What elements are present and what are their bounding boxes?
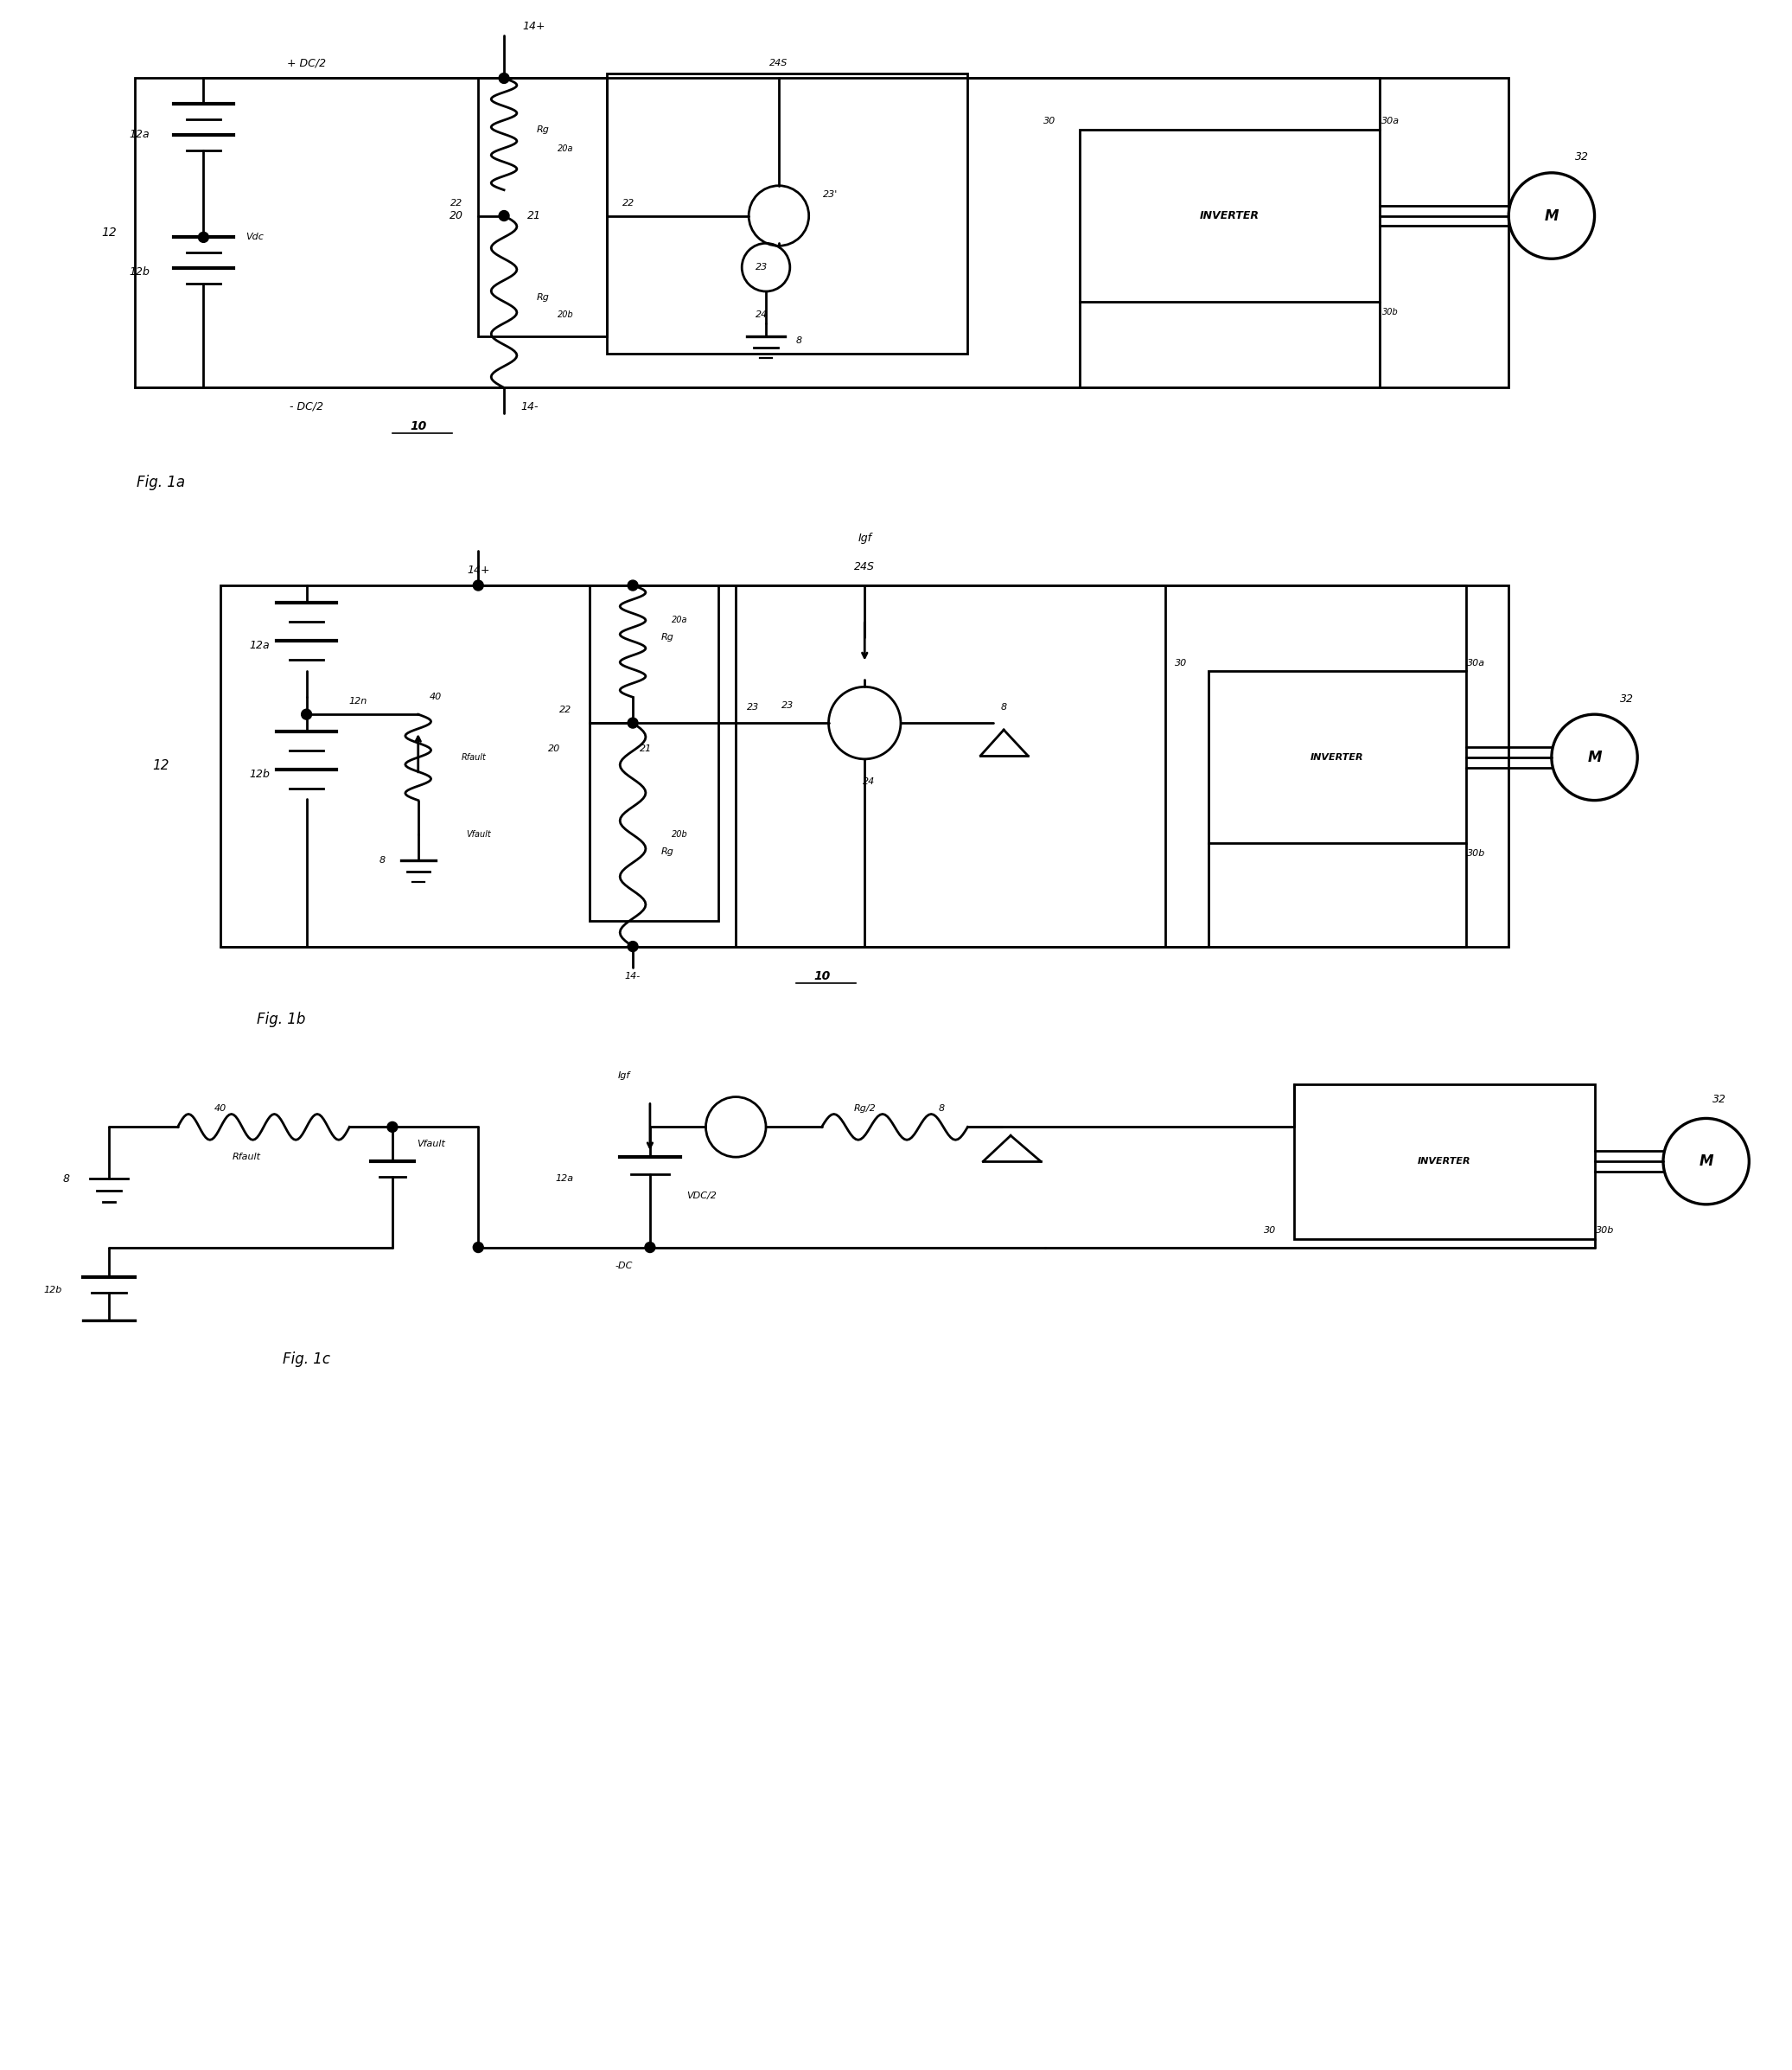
Text: 32: 32 xyxy=(1711,1093,1726,1105)
Text: Vfault: Vfault xyxy=(466,830,491,838)
Text: - DC/2: - DC/2 xyxy=(290,402,323,412)
Text: 8: 8 xyxy=(796,335,801,346)
Text: Rg: Rg xyxy=(536,294,548,302)
Text: 30b: 30b xyxy=(1382,308,1398,317)
Text: Vdc: Vdc xyxy=(246,234,263,242)
Text: 12a: 12a xyxy=(249,640,269,652)
Text: 12b: 12b xyxy=(249,768,269,780)
Text: 23': 23' xyxy=(823,190,839,199)
Text: 30: 30 xyxy=(1263,1225,1276,1234)
Text: 24: 24 xyxy=(862,776,874,787)
Text: Fig. 1a: Fig. 1a xyxy=(136,474,185,491)
Text: 22: 22 xyxy=(559,706,572,714)
Text: 21: 21 xyxy=(640,745,652,753)
Text: Rg: Rg xyxy=(661,633,674,642)
Text: 14+: 14+ xyxy=(466,565,489,575)
Circle shape xyxy=(627,580,638,590)
Text: 12b: 12b xyxy=(45,1285,63,1294)
Text: VDC/2: VDC/2 xyxy=(686,1192,717,1201)
Text: 22: 22 xyxy=(450,199,462,207)
Text: 23: 23 xyxy=(781,702,794,710)
Text: -DC: -DC xyxy=(615,1263,633,1271)
Text: 20a: 20a xyxy=(557,145,573,153)
Text: 22: 22 xyxy=(622,199,634,207)
Text: Rg/2: Rg/2 xyxy=(853,1103,876,1112)
Text: 10: 10 xyxy=(410,420,426,433)
Text: Vfault: Vfault xyxy=(418,1141,444,1149)
Text: INVERTER: INVERTER xyxy=(1310,753,1364,762)
Text: 20b: 20b xyxy=(672,830,688,838)
Text: 14+: 14+ xyxy=(523,21,545,33)
Text: 30: 30 xyxy=(1174,658,1186,667)
Text: Rg: Rg xyxy=(661,847,674,857)
Text: Rfault: Rfault xyxy=(233,1153,260,1161)
Bar xyxy=(1079,130,1380,302)
Text: Igf: Igf xyxy=(858,532,871,544)
Text: 8: 8 xyxy=(939,1103,944,1112)
Circle shape xyxy=(301,710,312,720)
Text: 20b: 20b xyxy=(557,310,573,319)
Text: 12a: 12a xyxy=(556,1174,573,1182)
Text: 12: 12 xyxy=(152,760,168,772)
Circle shape xyxy=(498,211,509,221)
Bar xyxy=(134,79,1509,387)
Text: Rg: Rg xyxy=(536,126,548,135)
Text: Fig. 1b: Fig. 1b xyxy=(256,1012,305,1027)
Text: 30b: 30b xyxy=(1468,849,1486,857)
Text: Igf: Igf xyxy=(618,1070,631,1081)
Text: M: M xyxy=(1588,749,1602,766)
Text: INVERTER: INVERTER xyxy=(1201,211,1260,221)
Text: + DC/2: + DC/2 xyxy=(287,58,326,68)
Text: 12: 12 xyxy=(102,228,116,238)
Bar xyxy=(220,586,1509,946)
Text: 14-: 14- xyxy=(521,402,539,412)
Text: M: M xyxy=(1545,207,1559,224)
Circle shape xyxy=(627,718,638,729)
Text: 23: 23 xyxy=(747,704,760,712)
Text: 30: 30 xyxy=(1043,116,1055,126)
Text: 20a: 20a xyxy=(672,615,688,625)
Circle shape xyxy=(473,580,484,590)
Text: INVERTER: INVERTER xyxy=(1417,1157,1471,1165)
Text: 40: 40 xyxy=(215,1103,228,1112)
Text: 8: 8 xyxy=(380,857,385,865)
Text: Fig. 1c: Fig. 1c xyxy=(283,1352,330,1366)
Bar xyxy=(737,586,1165,946)
Text: 14-: 14- xyxy=(625,973,642,981)
Text: 24: 24 xyxy=(756,310,767,319)
Circle shape xyxy=(387,1122,398,1132)
Text: 30b: 30b xyxy=(1595,1225,1615,1234)
Bar xyxy=(1294,1085,1595,1238)
Text: 30a: 30a xyxy=(1468,658,1486,667)
Text: 24S: 24S xyxy=(855,561,874,571)
Text: 8: 8 xyxy=(1000,704,1007,712)
Text: 23: 23 xyxy=(756,263,767,271)
Bar xyxy=(1208,671,1466,842)
Text: 12n: 12n xyxy=(349,698,367,706)
Bar xyxy=(607,75,968,354)
Text: M: M xyxy=(1699,1153,1713,1170)
Text: 21: 21 xyxy=(527,211,541,221)
Text: 24S: 24S xyxy=(769,58,788,66)
Circle shape xyxy=(199,232,208,242)
Bar xyxy=(590,586,719,921)
Text: 12a: 12a xyxy=(129,128,149,139)
Text: 32: 32 xyxy=(1620,693,1634,704)
Text: 12b: 12b xyxy=(129,267,149,277)
Text: 32: 32 xyxy=(1575,151,1588,164)
Text: 20: 20 xyxy=(450,211,464,221)
Text: 30a: 30a xyxy=(1382,116,1400,126)
Circle shape xyxy=(498,72,509,83)
Circle shape xyxy=(473,1242,484,1252)
Text: 8: 8 xyxy=(63,1174,70,1184)
Text: 40: 40 xyxy=(428,693,441,702)
Text: Rfault: Rfault xyxy=(462,753,486,762)
Circle shape xyxy=(645,1242,656,1252)
Bar xyxy=(478,79,607,335)
Circle shape xyxy=(627,942,638,952)
Text: 10: 10 xyxy=(814,971,830,983)
Text: 20: 20 xyxy=(548,745,559,753)
